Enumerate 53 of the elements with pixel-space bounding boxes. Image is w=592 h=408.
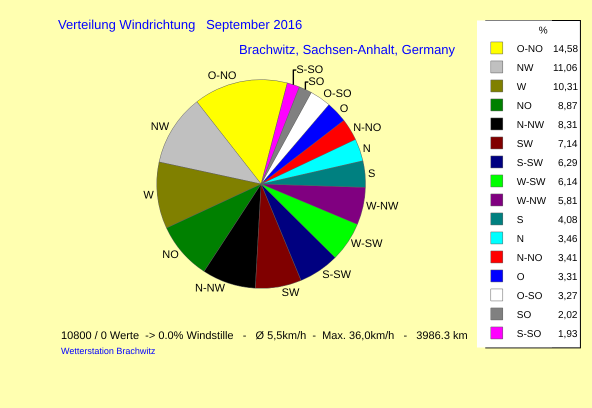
slice-label: S bbox=[368, 168, 376, 180]
legend-label: N-NO bbox=[516, 252, 543, 264]
data-label: 3,31 bbox=[558, 272, 578, 283]
legend-label: S-SW bbox=[516, 158, 544, 169]
data-label: 4,08 bbox=[558, 215, 578, 226]
slice-label: SO bbox=[308, 76, 325, 88]
data-label: 2,02 bbox=[558, 310, 578, 321]
slice-label: N-NW bbox=[195, 282, 226, 295]
legend-title: % bbox=[478, 25, 548, 36]
legend-label: SW bbox=[516, 138, 534, 150]
data-label: 6,29 bbox=[558, 158, 578, 169]
slice-label: W-SW bbox=[350, 238, 384, 250]
slice-label: N-NO bbox=[353, 122, 382, 134]
data-label: 8,87 bbox=[558, 101, 578, 112]
data-label: 1,93 bbox=[558, 329, 578, 340]
legend-label: W bbox=[516, 82, 527, 93]
data-label: 11,06 bbox=[553, 63, 578, 74]
data-label: 5,81 bbox=[558, 196, 578, 207]
legend-label: W-NW bbox=[516, 196, 547, 207]
data-label: 14,58 bbox=[553, 44, 578, 55]
legend-label: O-NO bbox=[516, 44, 544, 55]
chart-title: Verteilung Windrichtung September 2016 bbox=[58, 17, 302, 32]
slice-label: W bbox=[143, 190, 154, 202]
data-label: 3,27 bbox=[558, 291, 578, 302]
text: Brachwitz, Sachsen-Anhalt, Germany bbox=[239, 42, 456, 57]
slice-label: S-SO bbox=[296, 64, 324, 76]
slice-label: N bbox=[362, 143, 371, 156]
legend-label: O-SO bbox=[516, 290, 543, 302]
legend-label: SO bbox=[516, 310, 532, 321]
data-label: 8,31 bbox=[558, 120, 578, 131]
slice-label: O-SO bbox=[323, 88, 352, 100]
legend-label: N-NW bbox=[516, 120, 545, 131]
text: Wetterstation Brachwitz bbox=[61, 346, 156, 356]
slice-label: S-SW bbox=[322, 268, 352, 281]
slice-label: W-NW bbox=[366, 200, 399, 212]
data-label: 10,31 bbox=[553, 82, 578, 93]
slice-label: SW bbox=[282, 286, 300, 299]
data-label: 3,41 bbox=[558, 253, 578, 264]
legend-label: NO bbox=[516, 100, 532, 112]
slice-label: NO bbox=[162, 248, 180, 261]
slice-label: O bbox=[340, 103, 349, 116]
data-label: 7,14 bbox=[558, 139, 578, 150]
data-label: 6,14 bbox=[558, 177, 578, 188]
data-label: 3,46 bbox=[558, 234, 578, 245]
legend-label: S bbox=[516, 214, 524, 226]
slice-label: O-NO bbox=[208, 70, 237, 82]
legend-label: NW bbox=[516, 62, 534, 74]
legend-label: S-SO bbox=[516, 328, 542, 340]
legend-label: W-SW bbox=[516, 176, 546, 188]
text: 10800 / 0 Werte -> 0.0% Windstille - Ø 5,5km/h - Max. 36,0km/h - 3986.3 km bbox=[61, 330, 468, 342]
legend-label: O bbox=[516, 272, 525, 283]
slice-label: NW bbox=[150, 120, 170, 133]
legend-label: N bbox=[516, 234, 524, 245]
